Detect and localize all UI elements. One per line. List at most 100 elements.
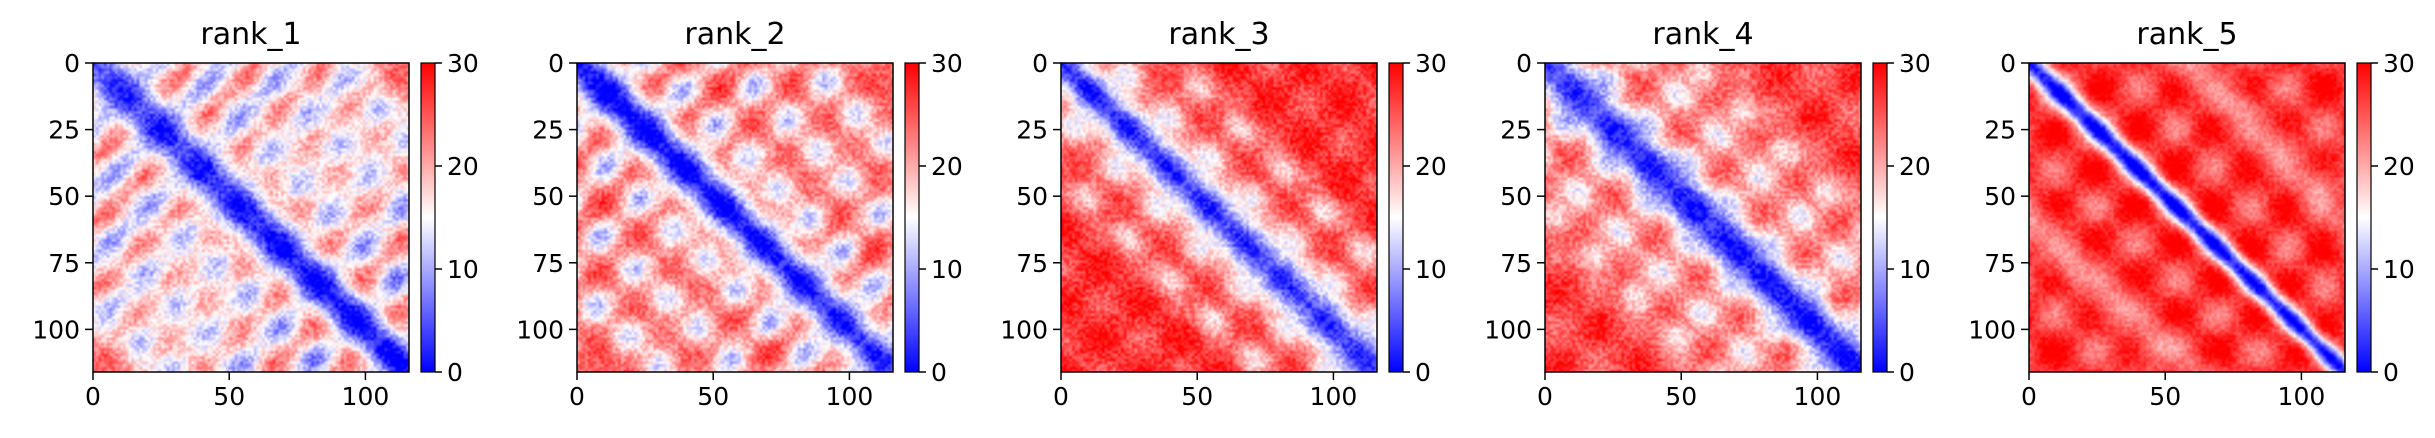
colorbar-tick-label: 10	[931, 255, 963, 284]
colorbar-axis: 0 10 20 30	[2371, 49, 2415, 387]
y-axis: 0 25 50 75 100	[516, 49, 577, 344]
heatmap-frame	[1060, 62, 1378, 373]
y-tick-label: 0	[548, 49, 564, 78]
colorbar	[1388, 62, 1404, 373]
x-axis: 0 50 100	[85, 372, 389, 411]
colorbar-tick-label: 0	[931, 358, 947, 387]
colorbar-tick-label: 10	[1415, 255, 1447, 284]
y-tick-label: 50	[1984, 182, 2016, 211]
panel-rank-2: rank_2 0 50 100 0 25 50 75 100 0 10 20 30	[516, 17, 963, 411]
colorbar-tick-label: 20	[447, 152, 479, 181]
colorbar-tick-label: 10	[2383, 255, 2415, 284]
y-tick-label: 0	[1032, 49, 1048, 78]
y-tick-label: 50	[48, 182, 80, 211]
y-tick-label: 0	[2000, 49, 2016, 78]
y-tick-label: 100	[1484, 315, 1532, 344]
y-axis: 0 25 50 75 100	[1484, 49, 1545, 344]
x-tick-label: 100	[342, 382, 390, 411]
y-tick-label: 100	[32, 315, 80, 344]
colorbar	[420, 62, 436, 373]
y-tick-label: 25	[48, 116, 80, 145]
x-tick-label: 0	[1053, 382, 1069, 411]
x-axis: 0 50 100	[1053, 372, 1357, 411]
heatmap-image	[577, 63, 893, 372]
colorbar	[2356, 62, 2372, 373]
panel-rank-1: rank_1 0 50 100 0 25 50 75 100 0 10 20 30	[32, 17, 479, 411]
colorbar-axis: 0 10 20 30	[1403, 49, 1447, 387]
colorbar	[1872, 62, 1888, 373]
x-tick-label: 0	[2021, 382, 2037, 411]
panel-title: rank_1	[200, 17, 301, 52]
y-tick-label: 25	[1500, 116, 1532, 145]
x-tick-label: 0	[569, 382, 585, 411]
colorbar-tick-label: 20	[1415, 152, 1447, 181]
y-tick-label: 75	[1500, 249, 1532, 278]
x-tick-label: 50	[1665, 382, 1697, 411]
colorbar-tick-label: 10	[1899, 255, 1931, 284]
y-tick-label: 75	[48, 249, 80, 278]
colorbar-tick-label: 30	[931, 49, 963, 78]
colorbar-tick-label: 20	[1899, 152, 1931, 181]
heatmap-frame	[92, 62, 410, 373]
heatmap-frame	[576, 62, 894, 373]
y-axis: 0 25 50 75 100	[1000, 49, 1061, 344]
panel-title: rank_5	[2136, 17, 2237, 52]
colorbar-tick-label: 0	[1899, 358, 1915, 387]
x-tick-label: 0	[85, 382, 101, 411]
x-tick-label: 0	[1537, 382, 1553, 411]
y-axis: 0 25 50 75 100	[32, 49, 93, 344]
y-tick-label: 75	[1016, 249, 1048, 278]
y-tick-label: 100	[516, 315, 564, 344]
heatmap-image	[2029, 63, 2345, 372]
colorbar	[904, 62, 920, 373]
x-axis: 0 50 100	[1537, 372, 1841, 411]
heatmap-image	[1545, 63, 1861, 372]
heatmap-frame	[2028, 62, 2346, 373]
y-tick-label: 0	[64, 49, 80, 78]
x-tick-label: 50	[1181, 382, 1213, 411]
colorbar-tick-label: 30	[447, 49, 479, 78]
y-tick-label: 50	[532, 182, 564, 211]
y-tick-label: 100	[1968, 315, 2016, 344]
y-tick-label: 25	[532, 116, 564, 145]
colorbar-axis: 0 10 20 30	[919, 49, 963, 387]
x-tick-label: 50	[213, 382, 245, 411]
panel-title: rank_4	[1652, 17, 1753, 52]
x-tick-label: 100	[826, 382, 874, 411]
y-tick-label: 25	[1984, 116, 2016, 145]
colorbar-axis: 0 10 20 30	[1887, 49, 1931, 387]
x-tick-label: 100	[2278, 382, 2326, 411]
y-tick-label: 100	[1000, 315, 1048, 344]
y-tick-label: 50	[1016, 182, 1048, 211]
colorbar-tick-label: 30	[2383, 49, 2415, 78]
x-tick-label: 100	[1794, 382, 1842, 411]
colorbar-axis: 0 10 20 30	[435, 49, 479, 387]
y-tick-label: 50	[1500, 182, 1532, 211]
heatmap-image	[93, 63, 409, 372]
panel-rank-3: rank_3 0 50 100 0 25 50 75 100 0 10 20 30	[1000, 17, 1447, 411]
colorbar-tick-label: 0	[1415, 358, 1431, 387]
colorbar-tick-label: 30	[1415, 49, 1447, 78]
panel-title: rank_3	[1168, 17, 1269, 52]
y-tick-label: 0	[1516, 49, 1532, 78]
y-axis: 0 25 50 75 100	[1968, 49, 2029, 344]
colorbar-tick-label: 10	[447, 255, 479, 284]
colorbar-tick-label: 0	[2383, 358, 2399, 387]
colorbar-tick-label: 0	[447, 358, 463, 387]
panel-rank-4: rank_4 0 50 100 0 25 50 75 100 0 10 20 30	[1484, 17, 1931, 411]
colorbar-tick-label: 20	[931, 152, 963, 181]
y-tick-label: 75	[1984, 249, 2016, 278]
colorbar-tick-label: 30	[1899, 49, 1931, 78]
x-tick-label: 100	[1310, 382, 1358, 411]
y-tick-label: 75	[532, 249, 564, 278]
x-tick-label: 50	[2149, 382, 2181, 411]
heatmap-image	[1061, 63, 1377, 372]
x-axis: 0 50 100	[2021, 372, 2325, 411]
x-tick-label: 50	[697, 382, 729, 411]
heatmap-frame	[1544, 62, 1862, 373]
colorbar-tick-label: 20	[2383, 152, 2415, 181]
y-tick-label: 25	[1016, 116, 1048, 145]
panel-title: rank_2	[684, 17, 785, 52]
panel-rank-5: rank_5 0 50 100 0 25 50 75 100 0 10 20 30	[1968, 17, 2415, 411]
